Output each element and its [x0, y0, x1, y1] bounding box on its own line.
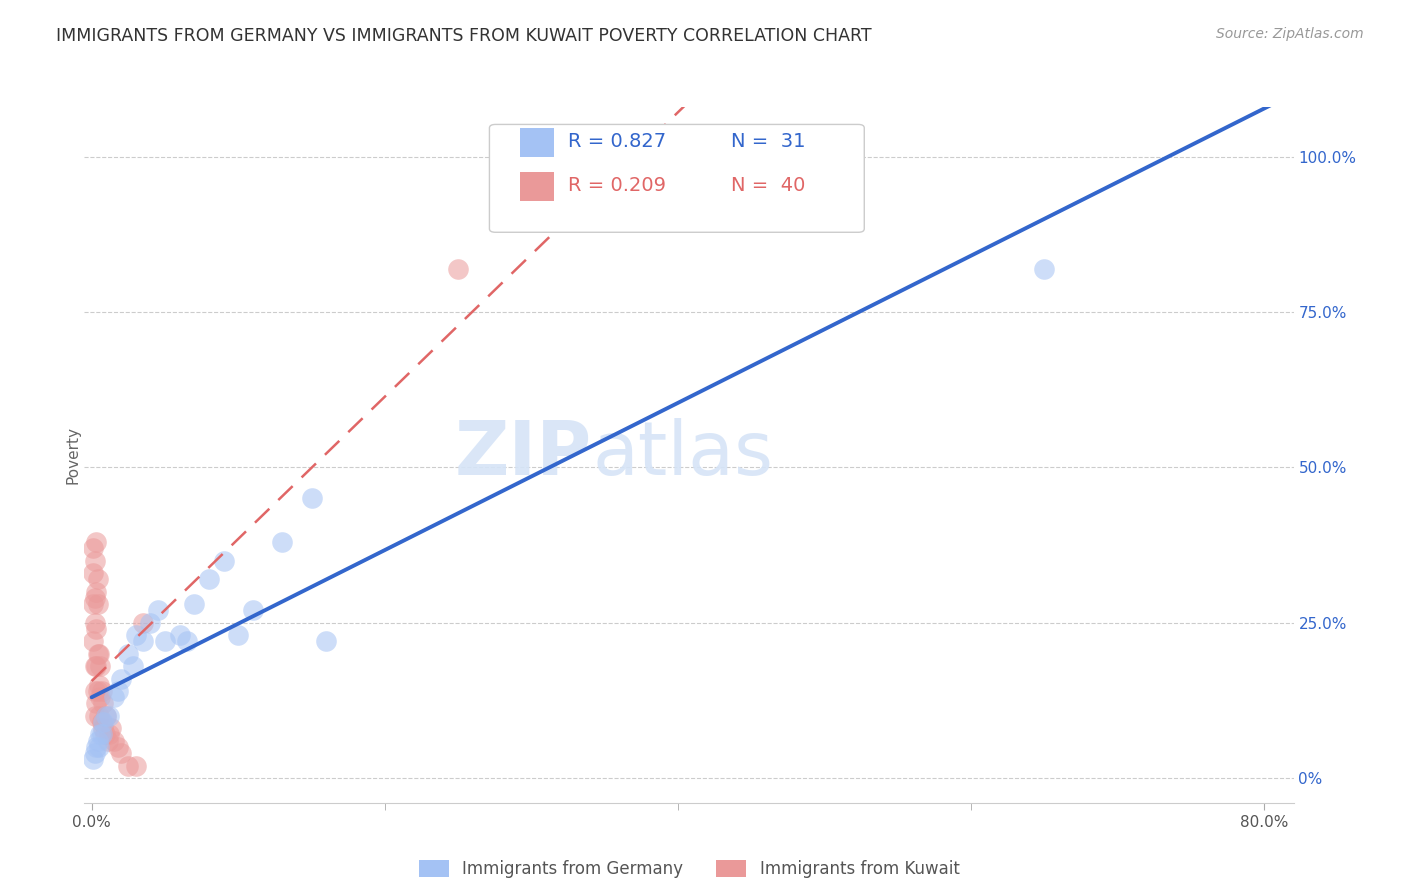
Point [124, 628, 146, 642]
Point [91, 714, 114, 729]
Point [82, 541, 104, 555]
Point [117, 758, 139, 772]
Point [86, 647, 108, 661]
Point [271, 534, 294, 549]
Point [83, 615, 105, 630]
Y-axis label: Poverty: Poverty [65, 425, 80, 484]
Point [110, 672, 132, 686]
Point [117, 647, 139, 661]
Legend: Immigrants from Germany, Immigrants from Kuwait: Immigrants from Germany, Immigrants from… [412, 854, 966, 885]
Point [96, 708, 118, 723]
Point [93, 714, 115, 729]
Point [139, 615, 162, 630]
Point [98, 708, 121, 723]
Point [301, 491, 323, 506]
Text: IMMIGRANTS FROM GERMANY VS IMMIGRANTS FROM KUWAIT POVERTY CORRELATION CHART: IMMIGRANTS FROM GERMANY VS IMMIGRANTS FR… [56, 27, 872, 45]
Bar [520, 172, 554, 201]
Point [89, 659, 111, 673]
Point [83, 659, 105, 673]
Point [124, 758, 146, 772]
Point [83, 684, 105, 698]
Text: Source: ZipAtlas.com: Source: ZipAtlas.com [1216, 27, 1364, 41]
Point [107, 739, 129, 754]
Point [87, 678, 110, 692]
Point [86, 733, 108, 747]
Point [93, 697, 115, 711]
Point [84, 697, 107, 711]
Point [198, 572, 221, 586]
Point [89, 727, 111, 741]
Point [132, 615, 155, 630]
Point [82, 566, 104, 580]
Text: R = 0.827: R = 0.827 [568, 132, 666, 152]
Text: N =  40: N = 40 [731, 176, 806, 195]
Point [226, 628, 249, 642]
Point [447, 261, 470, 276]
Point [94, 727, 117, 741]
Point [110, 746, 132, 760]
Point [176, 634, 198, 648]
Point [183, 597, 205, 611]
Point [153, 634, 176, 648]
FancyBboxPatch shape [489, 124, 865, 232]
Point [84, 534, 107, 549]
Point [91, 727, 114, 741]
Point [86, 684, 108, 698]
Point [132, 634, 155, 648]
Bar [520, 128, 554, 157]
Point [212, 553, 235, 567]
Point [169, 628, 191, 642]
Point [82, 752, 104, 766]
Point [96, 708, 118, 723]
Point [97, 733, 120, 747]
Point [87, 708, 110, 723]
Point [121, 659, 143, 673]
Point [315, 634, 337, 648]
Point [89, 690, 111, 705]
Point [107, 684, 129, 698]
Point [103, 690, 125, 705]
Point [83, 591, 105, 605]
Point [1033, 261, 1056, 276]
Text: N =  31: N = 31 [731, 132, 806, 152]
Point [84, 739, 107, 754]
Point [83, 708, 105, 723]
Point [83, 553, 105, 567]
Point [84, 584, 107, 599]
Text: atlas: atlas [592, 418, 773, 491]
Text: ZIP: ZIP [456, 418, 592, 491]
Point [100, 721, 122, 735]
Point [82, 634, 104, 648]
Point [84, 622, 107, 636]
Point [146, 603, 169, 617]
Text: R = 0.209: R = 0.209 [568, 176, 666, 195]
Point [86, 597, 108, 611]
Point [82, 597, 104, 611]
Point [91, 684, 114, 698]
Point [87, 739, 110, 754]
Point [87, 647, 110, 661]
Point [86, 572, 108, 586]
Point [84, 659, 107, 673]
Point [83, 746, 105, 760]
Point [103, 733, 125, 747]
Point [98, 727, 121, 741]
Point [242, 603, 264, 617]
Point [93, 721, 115, 735]
